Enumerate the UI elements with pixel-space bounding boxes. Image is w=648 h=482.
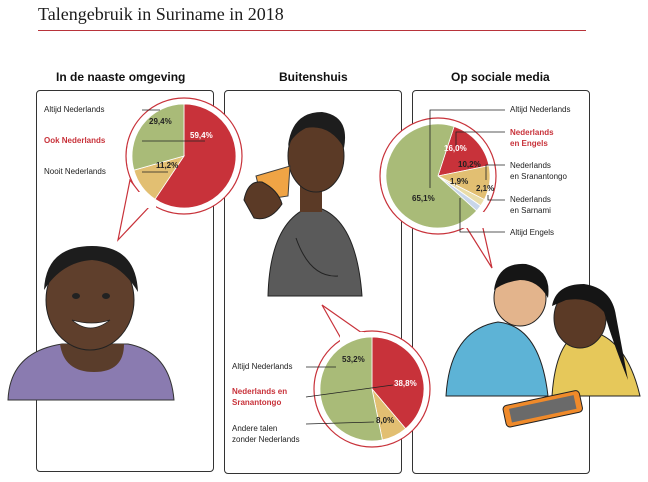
value-naaste-nooit-nederlands: 11,2%: [156, 161, 179, 170]
value-buiten-nederlands-sranantongo: 38,8%: [394, 379, 417, 388]
col-title-sociale-media: Op sociale media: [451, 70, 550, 84]
pie-slice-nederlands-en-sranantongo: [371, 336, 425, 430]
man-drinking-illustration: [243, 112, 363, 297]
legend-social-nederlands-sranantongo-1: Nederlands: [510, 161, 551, 170]
col-title-buitenshuis: Buitenshuis: [279, 70, 348, 84]
legend-naaste-altijd-nederlands: Altijd Nederlands: [44, 105, 105, 114]
legend-buiten-nederlands-sranantongo-2: Sranantongo: [232, 398, 282, 407]
pie-sociale-media: [385, 123, 491, 229]
value-social-nederlands-engels: 16,0%: [444, 144, 467, 153]
woman-illustration: [7, 246, 175, 401]
page-title: Talengebruik in Suriname in 2018: [38, 4, 284, 24]
legend-social-nederlands-sranantongo-2: en Sranantongo: [510, 172, 567, 181]
pie-slice-altijd-nederlands: [319, 336, 383, 442]
value-social-altijd-nederlands: 65,1%: [412, 194, 435, 203]
leader-lines: [142, 109, 505, 425]
legend-naaste-ook-nederlands: Ook Nederlands: [44, 136, 106, 145]
panel-sociale-media: [412, 90, 590, 474]
legend-buiten-andere-talen-1: Andere talen: [232, 424, 278, 433]
value-naaste-altijd-nederlands: 29,4%: [149, 117, 172, 126]
children-tablet-illustration: [445, 263, 641, 428]
legend-social-nederlands-engels-1: Nederlands: [510, 128, 554, 137]
title-rule: [38, 30, 586, 31]
col-title-naaste-omgeving: In de naaste omgeving: [56, 70, 186, 84]
legend-social-nederlands-sarnami-2: en Sarnami: [510, 206, 551, 215]
legend-social-nederlands-engels-2: en Engels: [510, 139, 548, 148]
pie-buitenshuis: [319, 336, 425, 442]
pie-naaste-omgeving: [131, 103, 237, 209]
legend-naaste-nooit-nederlands: Nooit Nederlands: [44, 167, 106, 176]
panel-naaste-omgeving: [36, 90, 214, 472]
legend-buiten-nederlands-sranantongo-1: Nederlands en: [232, 387, 288, 396]
value-social-nederlands-sranantongo: 10,2%: [458, 160, 481, 169]
legend-social-altijd-nederlands: Altijd Nederlands: [510, 105, 571, 114]
panel-buitenshuis: [224, 90, 402, 474]
value-social-nederlands-sarnami: 2,1%: [476, 184, 495, 193]
pie-slice-altijd-nederlands: [385, 123, 478, 229]
legend-social-altijd-engels: Altijd Engels: [510, 228, 555, 237]
value-buiten-andere-talen: 8,0%: [376, 416, 395, 425]
pie-slice-altijd-nederlands: [131, 103, 185, 171]
legend-buiten-andere-talen-2: zonder Nederlands: [232, 435, 300, 444]
value-social-altijd-engels: 1,9%: [450, 177, 469, 186]
legend-social-nederlands-sarnami-1: Nederlands: [510, 195, 551, 204]
pie-slice-nederlands-en-engels: [437, 126, 490, 177]
legend-buiten-altijd-nederlands: Altijd Nederlands: [232, 362, 293, 371]
value-buiten-altijd-nederlands: 53,2%: [342, 355, 365, 364]
value-naaste-ook-nederlands: 59,4%: [190, 131, 213, 140]
pie-slice-ook-nederlands: [154, 103, 237, 209]
